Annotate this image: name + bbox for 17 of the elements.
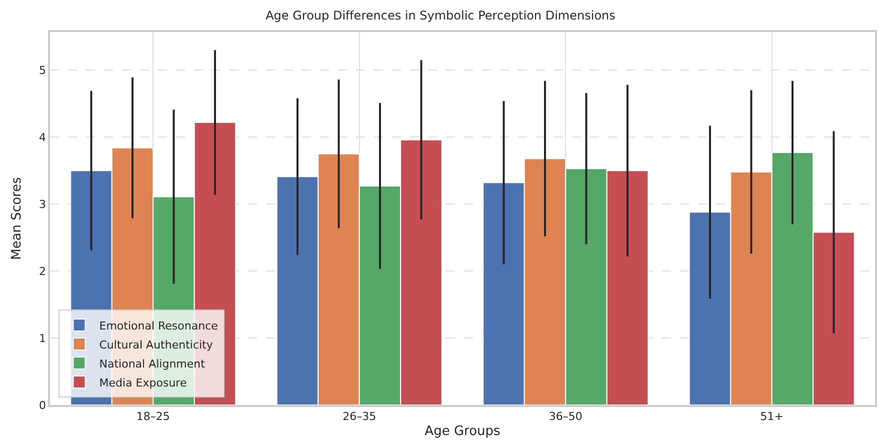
y-tick-label: 2	[39, 264, 46, 278]
legend-label: Emotional Resonance	[99, 319, 218, 332]
y-tick-label: 0	[39, 398, 46, 412]
y-tick-label: 5	[39, 64, 46, 78]
x-tick-label: 26–35	[342, 410, 376, 423]
y-tick-label: 4	[39, 130, 46, 144]
x-tick-label: 51+	[760, 410, 784, 423]
legend-label: Media Exposure	[99, 376, 187, 390]
y-tick-label: 3	[39, 198, 46, 211]
x-tick-label: 36–50	[548, 410, 582, 423]
chart-title: Age Group Differences in Symbolic Perception Dimensions	[266, 8, 616, 22]
y-tick-label: 1	[39, 332, 46, 345]
legend-label: Cultural Authenticity	[99, 338, 214, 352]
x-tick-label: 18–25	[136, 410, 170, 423]
legend-label: National Alignment	[99, 357, 206, 370]
x-axis-title: Age Groups	[424, 424, 501, 440]
y-axis-title: Mean Scores	[10, 176, 24, 260]
